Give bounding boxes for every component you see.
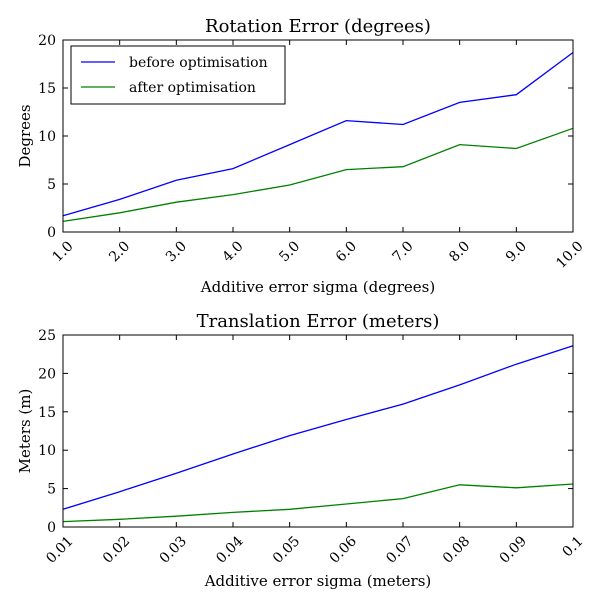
legend-label: after optimisation bbox=[129, 80, 256, 96]
x-tick-label: 0.09 bbox=[497, 533, 530, 566]
x-tick-label: 0.1 bbox=[560, 533, 587, 560]
x-tick-label: 5.0 bbox=[276, 238, 303, 265]
series-line-after bbox=[62, 483, 574, 523]
series-line-before bbox=[62, 345, 574, 510]
series-line-before bbox=[62, 51, 574, 217]
x-tick-label: 8.0 bbox=[446, 238, 473, 265]
x-tick-label: 0.05 bbox=[270, 533, 303, 566]
x-tick-label: 0.06 bbox=[327, 533, 360, 566]
chart-title: Translation Error (meters) bbox=[197, 311, 440, 332]
x-tick-label: 0.02 bbox=[100, 533, 133, 566]
y-tick-label: 10 bbox=[38, 129, 56, 145]
y-tick-label: 10 bbox=[38, 443, 56, 459]
y-tick-label: 0 bbox=[47, 225, 56, 241]
x-tick-label: 2.0 bbox=[106, 238, 133, 265]
y-tick-label: 15 bbox=[38, 81, 56, 97]
chart-title: Rotation Error (degrees) bbox=[205, 16, 431, 37]
chart-1: Rotation Error (degrees) 0 5 10 15 20 1.0 2.0 3.… bbox=[16, 16, 587, 296]
x-axis-label: Additive error sigma (degrees) bbox=[200, 278, 435, 296]
x-tick-label: 3.0 bbox=[163, 238, 190, 265]
legend: before optimisation after optimisation bbox=[70, 45, 286, 105]
y-tick-label: 15 bbox=[38, 405, 56, 421]
x-tick-label: 0.03 bbox=[157, 533, 190, 566]
legend-label: before optimisation bbox=[129, 55, 268, 71]
x-tick-label: 9.0 bbox=[503, 238, 530, 265]
legend-box bbox=[70, 45, 286, 105]
x-tick-label: 7.0 bbox=[390, 238, 417, 265]
chart-2: Translation Error (meters) 0 5 10 15 20 25 0.01… bbox=[16, 311, 587, 590]
y-tick-label: 5 bbox=[47, 177, 56, 193]
series-line-after bbox=[62, 127, 574, 223]
x-tick-label: 4.0 bbox=[220, 238, 247, 265]
y-tick-label: 25 bbox=[38, 328, 56, 344]
y-axis-label: Degrees bbox=[16, 104, 34, 167]
y-tick-label: 0 bbox=[47, 520, 56, 536]
x-tick-label: 0.07 bbox=[383, 533, 416, 566]
x-axis-label: Additive error sigma (meters) bbox=[204, 572, 432, 590]
y-tick-label: 5 bbox=[47, 482, 56, 498]
y-tick-label: 20 bbox=[38, 33, 56, 49]
plot-frame bbox=[62, 334, 574, 528]
y-tick-label: 20 bbox=[38, 366, 56, 382]
x-tick-label: 0.01 bbox=[43, 533, 76, 566]
x-tick-label: 1.0 bbox=[50, 238, 77, 265]
x-tick-label: 0.04 bbox=[213, 533, 246, 566]
x-tick-label: 0.08 bbox=[440, 533, 473, 566]
y-axis-label: Meters (m) bbox=[16, 389, 34, 474]
x-tick-label: 10.0 bbox=[553, 238, 586, 271]
x-tick-label: 6.0 bbox=[333, 238, 360, 265]
